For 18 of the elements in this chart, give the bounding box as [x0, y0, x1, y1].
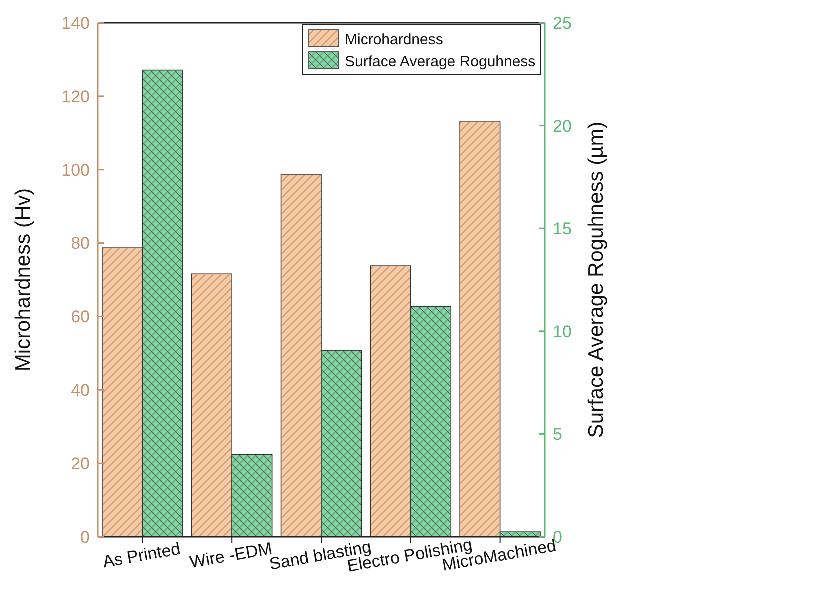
y2-tick-label: 20	[553, 116, 572, 136]
y-tick-label: 100	[62, 160, 90, 180]
y2-axis-title: Surface Average Roguhness (µm)	[585, 122, 608, 438]
legend-label: Microhardness	[345, 31, 444, 48]
y-tick-label: 60	[71, 308, 90, 327]
y-tick-label: 40	[71, 381, 90, 400]
x-tick-label: As Printed	[101, 539, 182, 572]
legend-label: Surface Average Roguhness	[345, 53, 536, 70]
y-tick-label: 80	[71, 234, 90, 254]
y-tick-label: 0	[80, 528, 90, 547]
y2-tick-label: 5	[553, 425, 562, 444]
y-axis-title: Microhardness (Hv)	[12, 188, 35, 372]
y2-tick-label: 10	[553, 322, 572, 342]
y-tick-label: 120	[62, 87, 90, 106]
y-tick-label: 140	[62, 14, 90, 33]
y2-tick-label: 25	[553, 14, 572, 33]
y-tick-label: 20	[71, 454, 90, 474]
y2-tick-label: 15	[553, 220, 572, 239]
